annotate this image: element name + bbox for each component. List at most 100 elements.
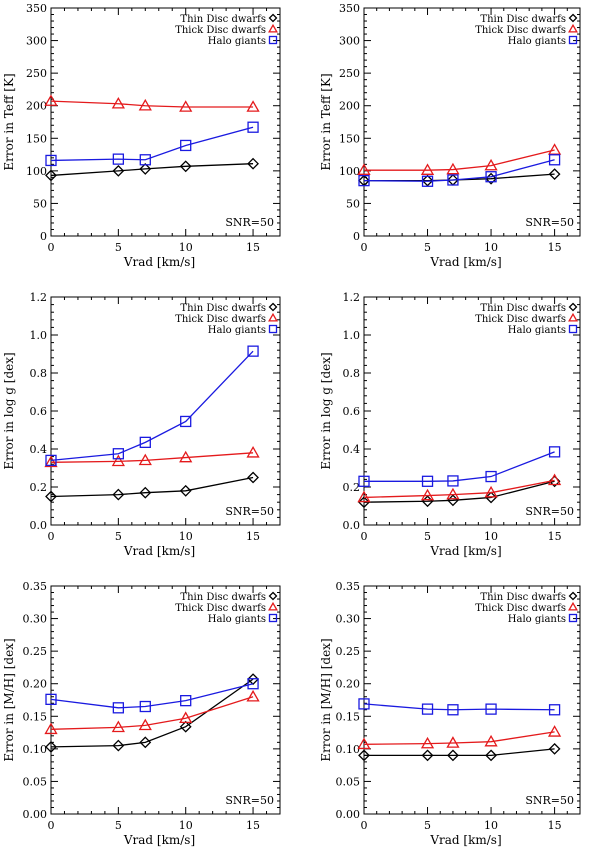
y-tick-label: 0.05 [23,775,48,788]
x-tick-label: 15 [548,530,562,543]
x-tick-label: 5 [424,530,431,543]
legend-marker-halo [268,324,278,334]
data-point-halo [548,704,561,716]
legend-label-halo: Halo giants [508,325,566,336]
x-tick-label: 15 [548,241,562,254]
x-tick-label: 10 [179,819,193,832]
y-axis-label: Error in Teff [K] [319,73,333,170]
legend-marker-halo [268,35,278,45]
data-point-thin [247,157,259,170]
y-tick-label: 0.0 [30,519,48,532]
legend-label-thin: Thin Disc dwarfs [180,592,266,603]
legend-marker-thin [568,591,578,601]
data-point-thick [484,485,498,498]
data-point-halo [548,154,561,166]
series-line-thin [50,476,254,498]
x-tick-label: 0 [361,241,368,254]
legend-marker-thin [268,13,278,23]
data-point-halo [485,171,497,183]
data-point-halo [180,415,192,428]
series-line-thin [50,163,254,177]
y-tick-label: 0.4 [30,443,48,456]
legend-label-thick: Thick Disc dwarfs [475,603,566,614]
data-point-halo [358,174,370,187]
data-point-thin [421,749,434,762]
snr-annotation: SNR=50 [225,794,274,807]
legend-marker-halo [568,613,578,623]
legend-marker-thin [268,591,278,601]
data-point-halo [180,139,192,152]
chart-mh-left: 0 5 10 15 0.00 0.05 0.10 0.15 0.20 0.25 0.30 0.35 Vr… [2,580,281,847]
data-point-halo [485,470,497,483]
legend-marker-thin [568,13,578,23]
legend-marker-thick [268,312,278,322]
y-tick-label: 0.05 [336,775,361,788]
data-point-halo [112,448,125,460]
data-point-halo [45,454,57,467]
legend-label-halo: Halo giants [208,36,266,47]
data-point-thin [112,488,125,501]
legend-marker-thick [568,601,578,611]
data-point-halo [447,704,459,716]
data-point-thick [357,490,371,503]
y-tick-label: 1.0 [343,329,361,342]
series-line-halo [364,451,555,482]
x-tick-label: 0 [48,819,55,832]
legend-label-thick: Thick Disc dwarfs [475,25,566,36]
data-point-halo [421,175,434,187]
data-point-thick [446,162,460,175]
data-point-thick [547,725,562,737]
snr-annotation: SNR=50 [525,794,574,807]
x-tick-label: 5 [424,241,431,254]
data-point-halo [447,475,459,487]
series-line-thick [50,100,254,108]
data-point-thick [44,722,58,735]
y-tick-label: 300 [339,35,360,48]
y-tick-label: 0.8 [30,367,48,380]
y-tick-label: 100 [26,165,47,178]
data-point-thin [447,749,459,762]
y-tick-label: 0.2 [343,481,361,494]
data-point-thin [45,169,57,182]
data-point-halo [247,345,259,357]
legend-label-halo: Halo giants [208,325,266,336]
data-point-halo [358,475,370,487]
x-tick-label: 10 [484,819,498,832]
legend-label-thick: Thick Disc dwarfs [175,603,266,614]
data-point-thin [112,739,125,752]
data-point-thin [179,160,192,173]
y-axis-label: Error in log g [dex] [2,352,16,469]
x-tick-label: 5 [115,819,122,832]
data-point-thick [179,450,193,463]
data-point-halo [180,695,192,707]
data-point-thin [112,164,125,177]
data-point-halo [112,153,125,165]
y-tick-label: 1.0 [30,329,48,342]
data-point-halo [485,703,497,715]
data-point-thin [45,490,57,503]
y-tick-label: 0.0 [343,519,361,532]
y-tick-label: 200 [339,100,360,113]
y-tick-label: 0.30 [336,613,361,626]
data-point-thick [420,488,435,501]
data-point-thin [358,749,370,762]
series-line-thin [364,748,555,757]
data-point-thick [246,689,260,702]
data-point-thick [547,473,562,486]
data-point-thin [139,736,152,749]
y-tick-label: 50 [33,197,47,210]
data-point-thick [357,163,371,175]
data-point-thin [548,168,561,181]
data-point-halo [358,698,370,710]
y-tick-label: 350 [339,2,360,15]
data-point-thin [179,720,192,733]
series-line-thick [363,731,555,745]
y-tick-label: 250 [26,67,47,80]
y-tick-label: 0.25 [23,645,48,658]
x-axis-label: Vrad [km/s] [429,544,501,558]
x-tick-label: 0 [361,530,368,543]
snr-annotation: SNR=50 [525,216,574,229]
series-line-thick [364,149,555,171]
